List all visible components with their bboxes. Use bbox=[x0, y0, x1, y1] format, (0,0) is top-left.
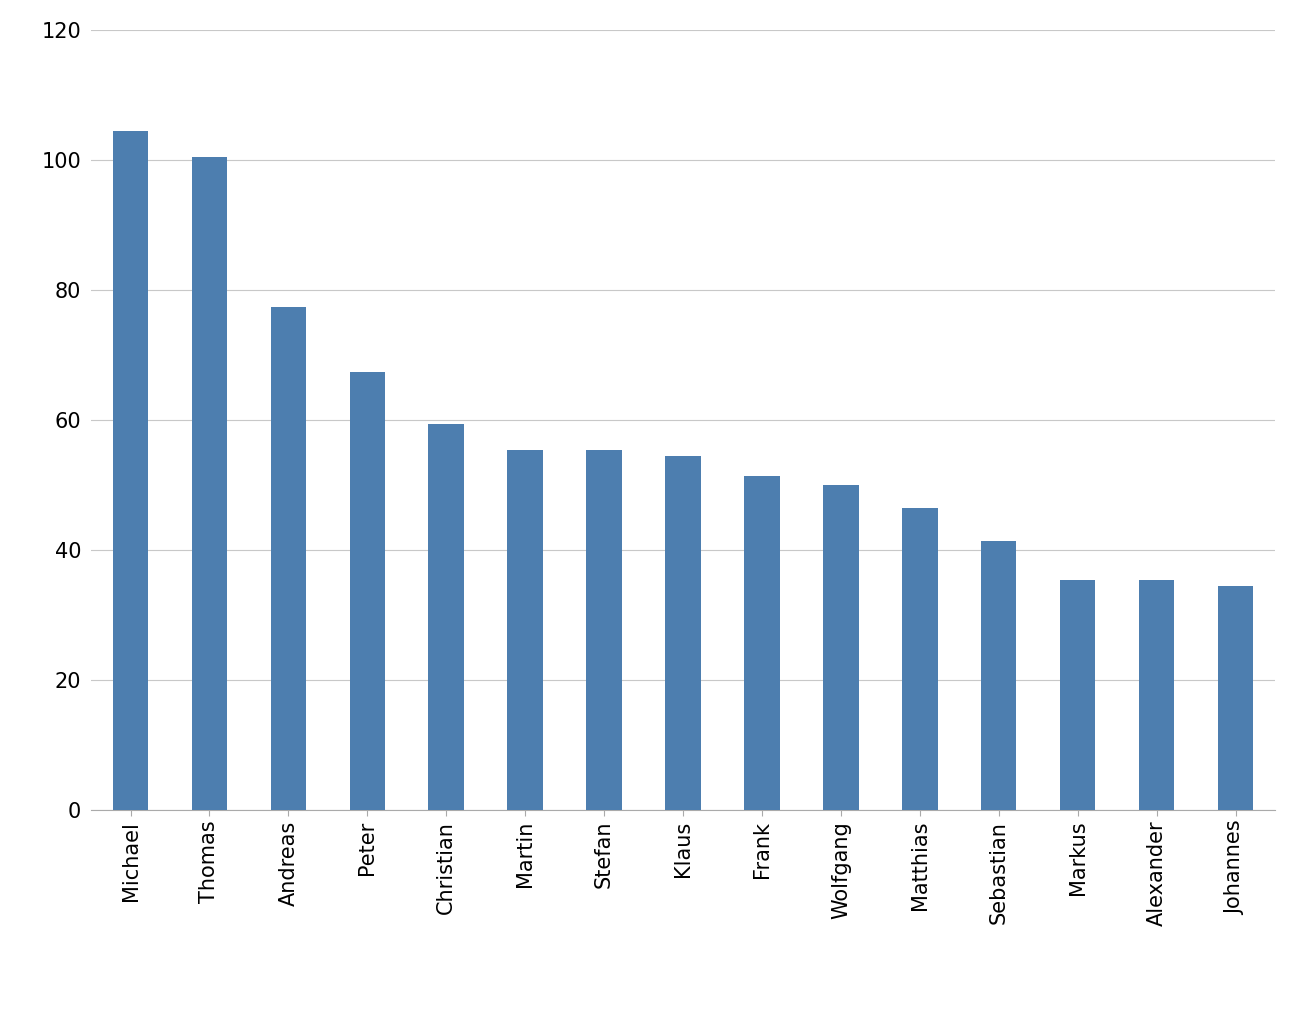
Bar bbox=[1218, 587, 1253, 810]
Bar bbox=[824, 485, 859, 810]
Bar bbox=[665, 456, 701, 810]
Bar bbox=[507, 450, 543, 810]
Bar bbox=[587, 450, 622, 810]
Bar bbox=[1138, 579, 1175, 810]
Bar bbox=[113, 131, 148, 810]
Bar bbox=[191, 157, 228, 810]
Bar bbox=[902, 509, 938, 810]
Bar bbox=[744, 476, 779, 810]
Bar bbox=[1060, 579, 1095, 810]
Bar bbox=[428, 423, 464, 810]
Bar bbox=[271, 307, 306, 810]
Bar bbox=[350, 372, 385, 810]
Bar bbox=[981, 541, 1016, 810]
